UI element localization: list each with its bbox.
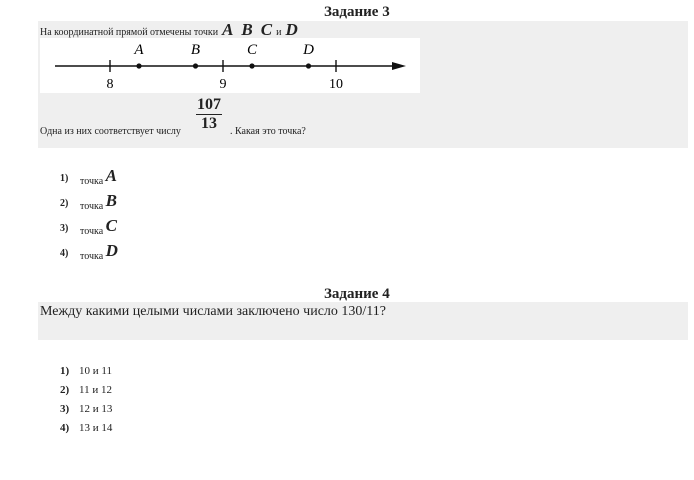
point-label: D (302, 42, 314, 58)
point-label: C (247, 42, 258, 58)
task3-option[interactable]: 1) точка A (60, 166, 117, 187)
task4-option[interactable]: 1) 10 и 11 (60, 365, 112, 377)
task4-option[interactable]: 4) 13 и 14 (60, 422, 112, 434)
intro-text: На координатной прямой отмечены точки (40, 27, 219, 38)
task4-option[interactable]: 3) 12 и 13 (60, 403, 112, 415)
point-d: D (285, 20, 298, 39)
tick-label: 10 (329, 77, 343, 92)
task4-question: Между какими целыми числами заключено чи… (40, 304, 386, 319)
and-text: и (276, 27, 282, 38)
tick-label: 9 (220, 77, 227, 92)
question-before: Одна из них соответствует числу (40, 126, 181, 137)
task3-option[interactable]: 4) точка D (60, 241, 118, 262)
point-c: C (260, 20, 273, 39)
option-letter: A (105, 166, 117, 185)
option-number: 1) (60, 173, 69, 184)
option-number: 3) (60, 403, 70, 415)
point-marker (136, 63, 142, 69)
point-marker (192, 63, 199, 69)
point-label: A (133, 42, 144, 58)
option-text: точка (80, 251, 104, 262)
number-line-box: 8 9 10 A B C D (40, 38, 420, 93)
option-number: 4) (60, 248, 69, 259)
option-number: 2) (60, 198, 69, 209)
option-text: точка (80, 226, 104, 237)
task3-title: Задание 3 (324, 4, 390, 20)
option-text: точка (80, 201, 104, 212)
option-number: 3) (60, 223, 69, 234)
numerator: 107 (196, 96, 222, 115)
option-number: 1) (60, 365, 70, 377)
tick-label: 8 (107, 77, 114, 92)
task4-title: Задание 4 (324, 286, 390, 302)
number-line: 8 9 10 A B C D (55, 42, 406, 92)
option-text: 10 и 11 (79, 365, 112, 377)
task3-option[interactable]: 2) точка B (60, 191, 117, 212)
point-label: B (191, 42, 200, 58)
question-after: . Какая это точка? (230, 126, 306, 137)
option-letter: B (105, 191, 117, 210)
task3-intro: На координатной прямой отмечены точки A … (40, 20, 298, 40)
option-number: 4) (60, 422, 70, 434)
point-marker (249, 63, 255, 69)
option-text: 11 и 12 (79, 384, 112, 396)
option-letter: C (105, 216, 117, 235)
point-a: A (222, 20, 234, 39)
point-b: B (241, 20, 253, 39)
fraction: 107 13 (196, 96, 222, 133)
option-number: 2) (60, 384, 70, 396)
option-text: 12 и 13 (79, 403, 113, 415)
option-text: 13 и 14 (79, 422, 113, 434)
task3-option[interactable]: 3) точка C (60, 216, 117, 237)
task4-panel (38, 302, 688, 340)
arrow-icon (392, 62, 406, 70)
denominator: 13 (201, 115, 217, 132)
task4-option[interactable]: 2) 11 и 12 (60, 384, 112, 396)
point-marker (305, 63, 312, 69)
option-letter: D (105, 241, 118, 260)
option-text: точка (80, 176, 104, 187)
